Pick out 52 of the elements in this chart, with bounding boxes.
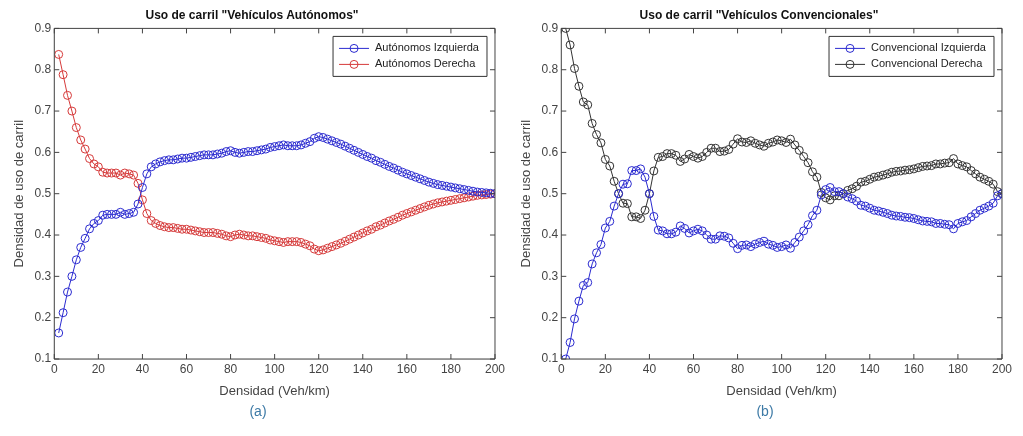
x-tick-label: 120 (815, 361, 837, 376)
x-tick-label: 40 (135, 361, 150, 376)
y-tick-label: 0.7 (34, 103, 52, 118)
x-tick-label: 0 (557, 361, 565, 376)
x-axis-title: Densidad (Veh/km) (726, 382, 837, 398)
x-tick-label: 180 (947, 361, 969, 376)
y-tick-label: 0.1 (34, 351, 52, 366)
y-tick-label: 0.1 (541, 351, 559, 366)
y-tick-label: 0.7 (541, 103, 559, 118)
x-tick-label: 80 (730, 361, 745, 376)
x-tick-label: 100 (771, 361, 792, 376)
x-tick-label: 60 (686, 361, 701, 376)
y-tick-label: 0.4 (541, 227, 559, 242)
y-axis-title: Densidad de uso de carril (11, 119, 27, 268)
y-tick-label: 0.8 (34, 62, 52, 77)
x-tick-label: 60 (179, 361, 194, 376)
x-tick-label: 20 (91, 361, 106, 376)
x-tick-label: 160 (903, 361, 925, 376)
y-tick-label: 0.9 (34, 20, 52, 35)
legend-label: Convencional Derecha (871, 57, 984, 70)
x-tick-label: 200 (484, 361, 506, 376)
x-tick-label: 140 (859, 361, 881, 376)
x-tick-label: 140 (352, 361, 374, 376)
x-tick-label: 20 (598, 361, 613, 376)
y-tick-label: 0.2 (34, 309, 52, 324)
y-tick-label: 0.3 (541, 268, 559, 283)
x-tick-label: 200 (991, 361, 1013, 376)
x-tick-label: 80 (223, 361, 238, 376)
x-axis-title: Densidad (Veh/km) (219, 382, 330, 398)
x-tick-label: 100 (264, 361, 285, 376)
x-tick-label: 160 (396, 361, 418, 376)
x-tick-label: 120 (308, 361, 330, 376)
x-tick-label: 0 (50, 361, 58, 376)
y-tick-label: 0.4 (34, 227, 52, 242)
y-tick-label: 0.3 (34, 268, 52, 283)
chart-title: Uso de carril "Vehículos Convencionales" (639, 7, 879, 22)
y-tick-label: 0.9 (541, 20, 559, 35)
y-tick-label: 0.6 (34, 144, 52, 159)
x-tick-label: 40 (642, 361, 657, 376)
y-tick-label: 0.6 (541, 144, 559, 159)
y-axis-title: Densidad de uso de carril (518, 119, 534, 268)
x-tick-label: 180 (440, 361, 462, 376)
y-tick-label: 0.8 (541, 62, 559, 77)
legend-label: Autónomos Derecha (375, 57, 477, 70)
chart-title: Uso de carril "Vehículos Autónomos" (145, 7, 359, 22)
y-tick-label: 0.5 (34, 186, 52, 201)
y-tick-label: 0.5 (541, 186, 559, 201)
text: (b) (755, 403, 775, 419)
y-tick-label: 0.2 (541, 309, 559, 324)
legend-label: Autónomos Izquierda (375, 41, 480, 54)
legend-label: Convencional Izquierda (871, 41, 987, 54)
text: (a) (248, 403, 268, 419)
